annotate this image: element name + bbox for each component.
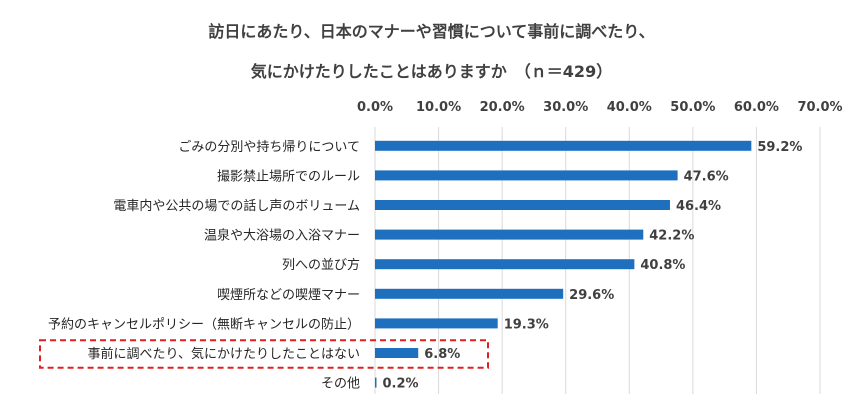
chart-title-line-2: 気にかけたりしたことはありますか （ｎ＝429） (250, 62, 613, 81)
x-tick-label: 40.0% (607, 100, 652, 115)
bar (375, 170, 678, 181)
x-tick-label: 20.0% (480, 100, 525, 115)
category-label: 予約のキャンセルポリシー（無断キャンセルの防止） (48, 316, 360, 332)
x-tick-label: 10.0% (416, 100, 461, 115)
category-label: 列への並び方 (282, 257, 360, 273)
x-tick-label: 0.0% (357, 100, 393, 115)
value-label: 6.8% (424, 347, 460, 362)
value-label: 29.6% (569, 288, 614, 303)
category-label: 温泉や大浴場の入浴マナー (204, 228, 360, 244)
value-label: 46.4% (676, 199, 721, 214)
value-label: 0.2% (383, 377, 419, 392)
category-label: ごみの分別や持ち帰りについて (178, 139, 360, 155)
bar (375, 288, 564, 299)
bar (375, 229, 644, 240)
category-label: 事前に調べたり、気にかけたりしたことはない (88, 346, 360, 362)
bar (375, 377, 377, 388)
category-label: その他 (321, 377, 360, 392)
value-label: 42.2% (649, 229, 694, 244)
x-tick-label: 70.0% (797, 100, 842, 115)
bar (375, 259, 635, 270)
category-label: 電車内や公共の場での話し声のボリューム (113, 198, 360, 214)
highlight-box (39, 339, 489, 369)
value-label: 47.6% (684, 169, 729, 184)
category-label: 喫煙所などの喫煙マナー (217, 288, 360, 303)
bar (375, 140, 752, 151)
category-label: 撮影禁止場所でのルール (217, 168, 360, 184)
x-tick-label: 50.0% (670, 100, 715, 115)
bar (375, 348, 419, 358)
x-tick-label: 60.0% (734, 100, 779, 115)
value-label: 19.3% (504, 317, 549, 332)
bar (375, 200, 670, 210)
x-tick-label: 30.0% (543, 100, 588, 115)
bar (375, 318, 498, 329)
chart-title-line-1: 訪日にあたり、日本のマナーや習慣について事前に調べたり、 (208, 22, 655, 41)
value-label: 40.8% (640, 258, 685, 273)
value-label: 59.2% (757, 140, 802, 155)
